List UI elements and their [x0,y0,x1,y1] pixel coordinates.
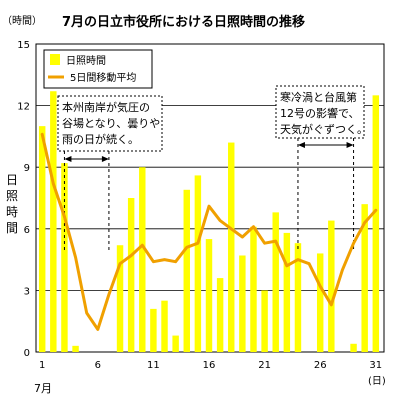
annotation-text: 寒冷渦と台風第 [280,90,357,104]
bar [361,204,368,352]
moving-average-line [40,132,378,331]
y-axis-label-char: 日 [6,173,18,187]
arrow-head [64,156,72,162]
bar [194,175,202,352]
y-tick-label: 9 [24,163,30,174]
bar [228,142,235,352]
bar [239,255,246,352]
month-label: 7月 [34,382,52,395]
bar [161,300,168,352]
bar [261,290,268,352]
bar [272,212,279,352]
annotation-text: 天気がぐずつく。 [280,122,368,136]
legend-swatch-bar [50,54,60,65]
x-tick-label: 21 [258,360,271,371]
arrow-head [101,156,109,162]
x-tick-label: 1 [39,360,45,371]
bar [72,345,79,352]
annotation: 寒冷渦と台風第 12号の影響で、天気がぐずつく。 [275,85,368,250]
y-axis-label-char: 間 [6,221,18,235]
bar [372,95,380,352]
y-axis-label: 日照時間 [6,173,18,235]
bar [127,198,135,352]
y-tick-label: 0 [24,348,30,359]
bar [216,278,224,352]
bar [50,91,57,352]
legend: 日照時間 5日間移動平均 [43,49,153,89]
y-tick-label: 6 [24,225,30,236]
bar [61,163,68,352]
x-tick-label: 31 [369,360,382,371]
y-axis-label-char: 時 [6,205,18,219]
bar [350,343,357,352]
x-tick-label: 11 [147,360,160,371]
bar [150,308,157,352]
bar-series [38,91,380,352]
bar [183,189,190,352]
bar [38,126,46,352]
x-unit-label: (日) [368,376,386,387]
annotation-box [57,95,163,152]
y-tick-label: 12 [17,102,30,113]
legend-label: 日照時間 [66,55,106,67]
y-tick-label: 15 [17,40,30,51]
arrow-head [346,142,354,148]
x-tick-label: 26 [314,360,327,371]
annotation-box [275,85,365,139]
bar [172,335,179,352]
annotation-text: 12号の影響で、 [280,106,360,120]
x-tick-label: 16 [203,360,216,371]
arrow-head [297,142,305,148]
annotation-text: 本州南岸が気圧の [62,100,150,114]
bar [294,243,302,352]
bar [283,232,291,352]
annotation-text: 雨の日が続く。 [62,132,139,146]
chart-title: 7月の日立市役所における日照時間の推移 [62,14,305,30]
bar [205,239,213,352]
x-tick-label: 6 [95,360,101,371]
y-unit-label: （時間） [2,15,42,27]
bar [139,167,146,352]
legend-label: 5日間移動平均 [70,71,136,84]
bar [316,253,324,352]
line-series [40,132,378,331]
annotation-text: 谷場となり、曇りや [62,117,160,130]
bar [328,220,335,352]
y-tick-label: 3 [24,286,30,297]
bar [116,245,124,352]
legend-box [43,49,153,89]
y-axis-label-char: 照 [6,189,18,203]
bar [250,226,257,352]
